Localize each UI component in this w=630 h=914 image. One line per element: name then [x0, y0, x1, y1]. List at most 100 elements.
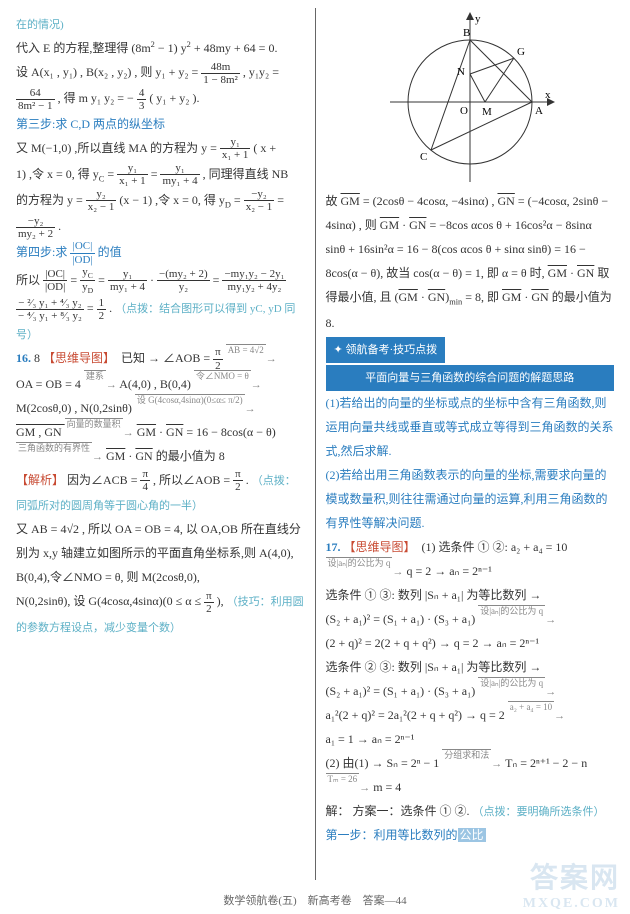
- under-note: 设|aₙ|的公比为 q: [478, 605, 545, 617]
- keypoint: (2)若给出用三角函数表示的向量的坐标,需要求向量的模或数量积,则往往需通过向量…: [326, 468, 608, 530]
- chain: q = 2 → aₙ = 2ⁿ⁻¹: [406, 564, 491, 578]
- fraction: π2: [233, 468, 243, 493]
- chain: a₁ = 1 → aₙ = 2ⁿ⁻¹: [326, 732, 415, 746]
- hint: （点拨：要明确所选条件）: [473, 806, 605, 818]
- tag: 【思维导图】: [344, 540, 416, 554]
- svg-text:B: B: [463, 27, 470, 39]
- under-note: 向量的数量积: [65, 418, 123, 430]
- solution-label: 解：: [326, 804, 350, 818]
- question-id: 16.: [16, 351, 31, 365]
- text: ( y₁ + y₂ ).: [149, 91, 199, 105]
- chain: GM , GN: [16, 425, 65, 439]
- under-note: 设 G(4cosα,4sinα)(0≤α≤ π/2): [135, 394, 245, 406]
- fraction: yCyD: [80, 266, 95, 296]
- under-note: 建系: [84, 370, 106, 382]
- under-note: AB = 4√2: [226, 344, 266, 356]
- svg-text:N: N: [457, 66, 465, 78]
- tip-banner-sub: 平面向量与三角函数的综合问题的解题思路: [326, 365, 615, 391]
- text: .: [58, 219, 61, 233]
- chain: A(4,0) , B(0,4): [119, 377, 194, 391]
- svg-text:O: O: [460, 105, 468, 117]
- under-note: 分组求和法: [442, 749, 491, 761]
- fraction: − ²⁄₃ y₁ + ⁴⁄₃ y₂− ⁴⁄₃ y₁ + ⁸⁄₃ y₂: [16, 297, 84, 322]
- svg-text:y: y: [475, 13, 481, 25]
- svg-text:M: M: [482, 106, 492, 118]
- chain: M(2cosθ,0) , N(0,2sinθ): [16, 401, 135, 415]
- text: 所以: [16, 273, 40, 287]
- fraction: π2: [213, 346, 223, 371]
- left-column: 在的情况) 代入 E 的方程,整理得 (8m2 − 1) y2 + 48my +…: [10, 8, 311, 880]
- fraction: y₁my₁ + 4: [108, 268, 147, 293]
- svg-text:x: x: [545, 89, 551, 101]
- text: , y₁y₂ =: [243, 65, 279, 79]
- text: 代入 E 的方程,整理得 (8m2 − 1) y2 + 48my + 64 = …: [16, 41, 277, 55]
- text: 又 M(−1,0) ,所以直线 MA 的方程为 y =: [16, 141, 220, 155]
- fraction: y₁my₁ + 4: [160, 162, 199, 187]
- column-divider: [315, 8, 316, 880]
- text: ·: [150, 273, 157, 287]
- chain: OA = OB = 4: [16, 377, 84, 391]
- text: =: [87, 301, 97, 315]
- fraction: 43: [137, 87, 147, 112]
- fraction: 648m² − 1: [16, 87, 55, 112]
- note: 在的情况): [16, 19, 64, 31]
- under-note: 三角函数的有界性: [16, 442, 92, 454]
- body-text: 故 GM = (2cosθ − 4cosα, −4sinα) , GN = (−…: [326, 194, 612, 330]
- chain: 选条件 ② ③: 数列 |Sₙ + a₁| 为等比数列 →: [326, 660, 542, 674]
- text: 1) ,令 x = 0, 得 yC =: [16, 167, 117, 181]
- question-id: 17.: [326, 540, 341, 554]
- svg-text:C: C: [420, 151, 427, 163]
- text: 又 AB = 4√2 , 所以 OA = OB = 4, 以 OA,OB 所在直…: [16, 522, 301, 584]
- under-note: 令∠NMO = θ: [194, 370, 251, 382]
- text: 因为∠ACB =: [67, 473, 140, 487]
- fraction: |OC||OD|: [43, 268, 67, 293]
- svg-text:A: A: [535, 105, 543, 117]
- fraction: π4: [140, 468, 150, 493]
- chain: (1) 选条件 ① ②: a₂ + a₄ = 10: [422, 540, 568, 554]
- keypoint: (1)若给出的向量的坐标或点的坐标中含有三角函数,则运用向量共线或垂直或等式成立…: [326, 396, 614, 458]
- fraction: y₂x₂ − 1: [86, 188, 117, 213]
- under-note: 设|aₙ|的公比为 q: [478, 677, 545, 689]
- under-note: Tₘ = 26: [326, 773, 360, 785]
- text: ( x +: [253, 141, 276, 155]
- chain: (2 + q)² = 2(2 + q + q²) → q = 2 → aₙ = …: [326, 636, 540, 650]
- page-footer: 数学领航卷(五) 新高考卷 答案—44: [0, 892, 630, 908]
- fraction: π2: [204, 590, 214, 615]
- fraction: −my₁y₂ − 2y₁my₁y₂ + 4y₂: [222, 268, 286, 293]
- text: =: [213, 273, 223, 287]
- text: ),: [217, 594, 224, 608]
- text: =: [70, 273, 80, 287]
- right-column: B G A O M N C x y 故 GM = (2cosθ − 4cosα,…: [320, 8, 621, 880]
- tag: 【解析】: [16, 473, 64, 487]
- text: N(0,2sinθ), 设 G(4cosα,4sinα)(0 ≤ α ≤: [16, 594, 204, 608]
- fraction: 12: [97, 297, 107, 322]
- text: 的方程为 y =: [16, 193, 86, 207]
- tip-banner: ✦ 领航备考·技巧点拨: [326, 337, 446, 363]
- text: , 得 m y₁ y₂ = −: [58, 91, 137, 105]
- under-note: 设|aₙ|的公比为 q: [326, 557, 393, 569]
- chain: (S₂ + a₁)² = (S₁ + a₁) · (S₃ + a₁): [326, 684, 479, 698]
- chain: Tₙ = 2ⁿ⁺¹ − 2 − n: [505, 756, 587, 770]
- text: (x − 1) ,令 x = 0, 得 yD =: [119, 193, 243, 207]
- chain: (S₂ + a₁)² = (S₁ + a₁) · (S₃ + a₁): [326, 612, 479, 626]
- figure-circle: B G A O M N C x y: [326, 12, 615, 189]
- step-title: 第三步:求 C,D 两点的纵坐标: [16, 117, 165, 131]
- text: .: [109, 301, 112, 315]
- chain: m = 4: [373, 780, 401, 794]
- text: =: [277, 193, 284, 207]
- step-title: 第四步:求 |OC||OD| 的值: [16, 245, 122, 259]
- fraction: y₁x₁ + 1: [117, 162, 148, 187]
- chain: GM · GN 的最小值为 8: [106, 449, 225, 463]
- text: =: [98, 273, 108, 287]
- step-title: 第一步：利用等比数列的公比: [326, 828, 486, 842]
- chain: 已知 → ∠AOB =: [121, 351, 213, 365]
- fraction: −y₂my₂ + 2: [16, 215, 55, 240]
- text: =: [151, 167, 161, 181]
- chain: 选条件 ① ③: 数列 |Sₙ + a₁| 为等比数列 →: [326, 588, 542, 602]
- fraction: −(my₂ + 2)y₂: [157, 268, 210, 293]
- text: 方案一：选条件 ① ②.: [353, 804, 473, 818]
- svg-text:G: G: [517, 46, 525, 58]
- fraction: −y₂x₂ − 1: [244, 188, 275, 213]
- under-note: a₂ + a₄ = 10: [508, 701, 554, 713]
- chain: GM · GN = 16 − 8cos(α − θ): [137, 425, 276, 439]
